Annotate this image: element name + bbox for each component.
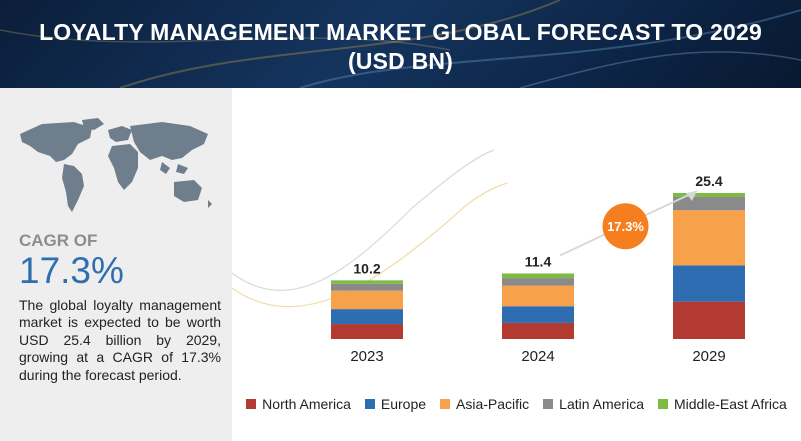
growth-badge-label: 17.3% — [607, 219, 644, 234]
bar-segment-2029-latin-america — [673, 197, 745, 211]
bar-segment-2023-middle-east-africa — [331, 280, 403, 284]
legend-label: Asia-Pacific — [456, 396, 530, 412]
bar-segment-2023-europe — [331, 309, 403, 325]
decorative-curve — [231, 182, 508, 308]
x-tick-label: 2029 — [692, 348, 725, 365]
chart-area: 10.2 2023 11.4 2024 25.4 2029 17.3% — [231, 88, 801, 441]
bar-segment-2024-north-america — [502, 322, 574, 339]
decorative-curve — [231, 149, 495, 291]
page-title: LOYALTY MANAGEMENT MARKET GLOBAL FORECAS… — [39, 19, 762, 74]
legend-item: Middle-East Africa — [658, 396, 787, 412]
sidebar-panel: CAGR OF 17.3% The global loyalty managem… — [0, 88, 232, 441]
legend-item: Asia-Pacific — [440, 396, 529, 412]
bar-segment-2023-asia-pacific — [331, 290, 403, 310]
bar-total-label: 11.4 — [525, 253, 552, 269]
bar-segment-2023-north-america — [331, 324, 403, 339]
legend-item: Latin America — [543, 396, 644, 412]
header-banner: LOYALTY MANAGEMENT MARKET GLOBAL FORECAS… — [0, 0, 801, 88]
growth-arrow-head — [686, 191, 697, 201]
x-tick-label: 2024 — [521, 348, 554, 365]
cagr-label: CAGR OF — [19, 231, 98, 250]
bar-total-label: 10.2 — [353, 260, 380, 276]
bar-segment-2023-latin-america — [331, 283, 403, 291]
bar-segment-2024-europe — [502, 306, 574, 323]
legend-swatch — [658, 399, 668, 409]
bar-segment-2029-europe — [673, 265, 745, 302]
chart-legend: North America Europe Asia-Pacific Latin Ame… — [232, 392, 801, 416]
legend-label: Middle-East Africa — [674, 396, 787, 412]
bar-segment-2029-north-america — [673, 301, 745, 339]
legend-label: Latin America — [559, 396, 644, 412]
legend-item: North America — [246, 396, 351, 412]
legend-label: North America — [262, 396, 351, 412]
legend-swatch — [543, 399, 554, 409]
market-description: The global loyalty management market is … — [19, 297, 221, 383]
world-map-icon — [20, 118, 212, 212]
cagr-value: 17.3% — [19, 250, 124, 291]
bar-segment-2024-asia-pacific — [502, 285, 574, 307]
x-tick-label: 2023 — [350, 348, 383, 365]
legend-item: Europe — [364, 396, 427, 412]
legend-label: Europe — [380, 396, 427, 412]
legend-swatch — [364, 399, 375, 409]
growth-badge — [602, 203, 649, 250]
stacked-bar-chart: 10.2 2023 11.4 2024 25.4 2029 17.3% — [231, 149, 745, 365]
bar-segment-2024-middle-east-africa — [502, 273, 574, 279]
legend-swatch — [440, 399, 451, 409]
header-light-streaks — [0, 0, 801, 88]
legend-swatch — [246, 399, 257, 409]
bar-total-label: 25.4 — [695, 173, 722, 189]
bar-segment-2029-middle-east-africa — [673, 193, 745, 198]
bar-segment-2024-latin-america — [502, 278, 574, 286]
bar-segment-2029-asia-pacific — [673, 210, 745, 266]
